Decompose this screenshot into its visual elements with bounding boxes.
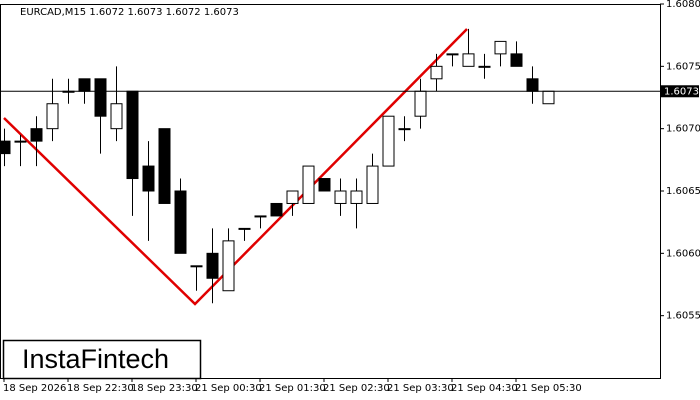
candle-body — [238, 227, 251, 230]
candle-body — [206, 252, 219, 279]
y-tick-label: 1.6055 — [666, 311, 700, 322]
candle-body — [142, 165, 155, 192]
candle-body — [414, 90, 427, 117]
candle-body — [302, 165, 315, 204]
y-tick-label: 1.6080 — [666, 0, 700, 10]
candle-body — [190, 265, 203, 268]
candle-body — [494, 40, 507, 55]
candle-body — [350, 190, 363, 204]
candle-body — [158, 128, 171, 204]
candle-body — [542, 90, 555, 105]
candle-body — [254, 215, 267, 218]
candle-body — [94, 78, 107, 117]
chart-title: EURCAD,M15 1.6072 1.6073 1.6072 1.6073 — [20, 7, 239, 18]
candle-body — [46, 103, 59, 130]
x-tick-label: 18 Sep 23:30 — [131, 383, 198, 394]
candle-body — [478, 65, 491, 68]
current-price-label: 1.6073 — [664, 86, 699, 97]
candle-body — [462, 53, 475, 67]
candle-body — [110, 103, 123, 130]
candle-body — [510, 53, 523, 67]
candle-body — [286, 190, 299, 204]
candle-body — [222, 240, 235, 292]
x-tick-label: 21 Sep 00:30 — [195, 383, 262, 394]
candle-body — [14, 140, 27, 143]
x-tick-label: 18 Sep 22:30 — [67, 383, 134, 394]
candle-body — [334, 190, 347, 204]
candle-body — [430, 65, 443, 80]
candle-body — [526, 78, 539, 92]
logo-box — [2, 339, 202, 380]
x-tick-label: 21 Sep 02:30 — [323, 383, 390, 394]
y-tick-label: 1.6065 — [666, 186, 700, 197]
x-tick-label: 21 Sep 04:30 — [451, 383, 518, 394]
y-tick-label: 1.6075 — [666, 61, 700, 72]
candle-body — [398, 128, 411, 131]
x-tick-label: 21 Sep 01:30 — [259, 383, 326, 394]
candle-body — [78, 78, 91, 92]
candle-body — [382, 115, 395, 167]
candle-body — [126, 90, 139, 180]
candle-body — [174, 190, 187, 254]
pattern-line — [3, 28, 468, 306]
candle-body — [0, 140, 11, 155]
x-tick-label: 21 Sep 03:30 — [387, 383, 454, 394]
current-price-box — [661, 85, 699, 98]
candle-body — [318, 178, 331, 192]
logo: InstaFintech — [22, 344, 169, 374]
candle-body — [270, 202, 283, 217]
y-tick-label: 1.6060 — [666, 248, 700, 259]
candle-body — [366, 165, 379, 204]
x-tick-label: 18 Sep 2026 — [3, 383, 66, 394]
x-tick-label: 21 Sep 05:30 — [515, 383, 582, 394]
y-tick-label: 1.6070 — [666, 124, 700, 135]
candle-body — [446, 53, 459, 56]
candle-body — [30, 128, 43, 142]
